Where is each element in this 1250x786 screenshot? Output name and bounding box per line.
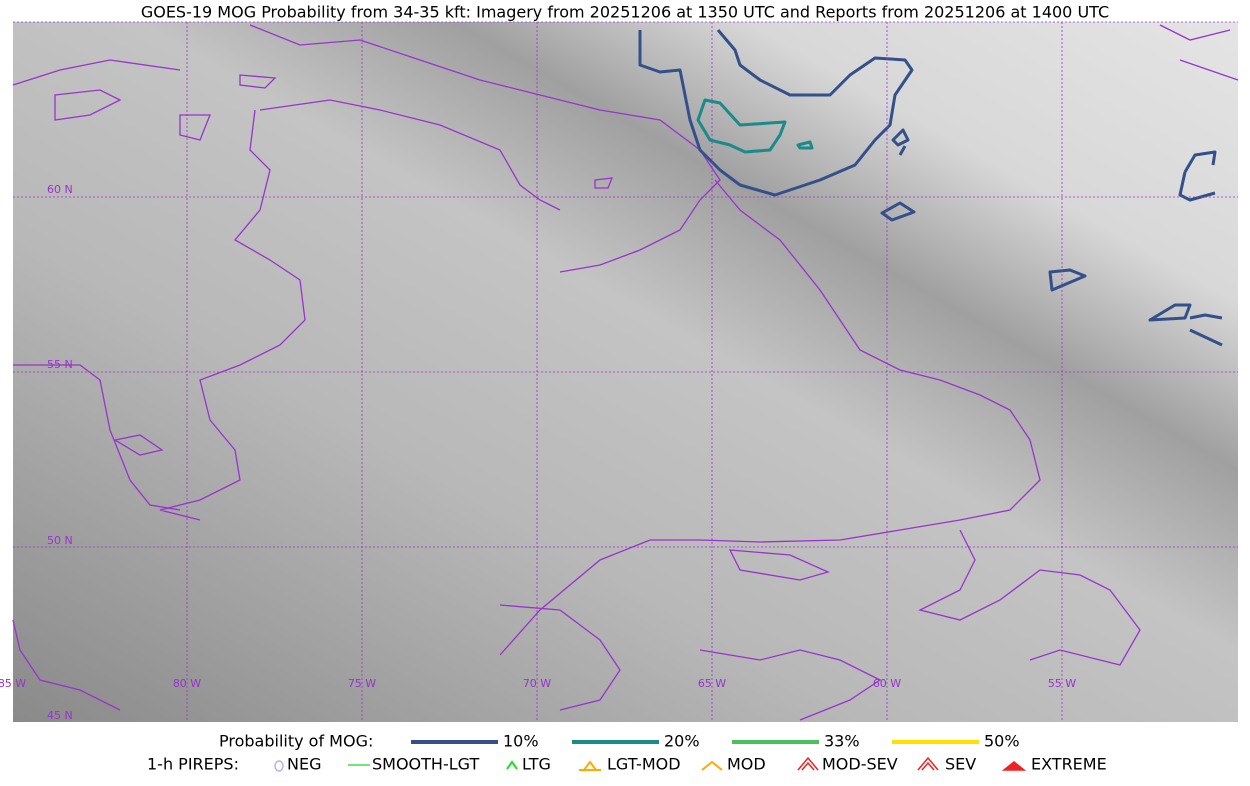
pirep-label: NEG xyxy=(287,755,321,774)
pirep-label: EXTREME xyxy=(1031,755,1107,774)
pirep-icon xyxy=(701,760,723,771)
pirep-icon xyxy=(797,756,819,771)
lon-label: 70 W xyxy=(523,677,551,690)
pirep-icon xyxy=(274,760,284,772)
pirep-symbols xyxy=(274,756,1027,772)
legend-title: Probability of MOG: xyxy=(219,732,373,751)
lat-label: 50 N xyxy=(47,534,73,547)
title: GOES-19 MOG Probability from 34-35 kft: … xyxy=(141,3,1109,22)
pirep-label: SMOOTH-LGT xyxy=(372,755,479,774)
lon-label: 60 W xyxy=(873,677,901,690)
lon-label: 85 W xyxy=(0,677,26,690)
lon-label: 55 W xyxy=(1048,677,1076,690)
map: 60 N 55 N 50 N 45 N 85 W 80 W 75 W 70 W … xyxy=(0,21,1239,722)
pirep-icon xyxy=(506,760,518,770)
probability-contours xyxy=(638,29,1223,347)
lat-label: 45 N xyxy=(47,709,73,722)
pirep-label: SEV xyxy=(945,755,976,774)
pirep-label: LGT-MOD xyxy=(607,755,681,774)
legend-title: 1-h PIREPS: xyxy=(147,755,239,774)
legend-label: 50% xyxy=(984,732,1020,751)
pirep-label: MOD-SEV xyxy=(822,755,898,774)
graticule xyxy=(13,21,1238,722)
pirep-label: LTG xyxy=(522,755,551,774)
pirep-icon xyxy=(917,756,939,771)
pirep-label: MOD xyxy=(727,755,766,774)
legend-label: 33% xyxy=(824,732,860,751)
lon-label: 65 W xyxy=(698,677,726,690)
probability-legend: 10% 20% 33% 50% xyxy=(411,732,1020,751)
legend: Probability of MOG: 10% 20% 33% 50% 1-h PIR… xyxy=(147,732,1107,774)
lon-label: 75 W xyxy=(348,677,376,690)
legend-label: 10% xyxy=(503,732,539,751)
legend-label: 20% xyxy=(664,732,700,751)
coastlines xyxy=(12,24,1239,721)
lat-label: 55 N xyxy=(47,358,73,371)
pirep-icon xyxy=(579,760,601,771)
lon-label: 80 W xyxy=(173,677,201,690)
pirep-icon xyxy=(1001,761,1027,771)
lat-label: 60 N xyxy=(47,183,73,196)
